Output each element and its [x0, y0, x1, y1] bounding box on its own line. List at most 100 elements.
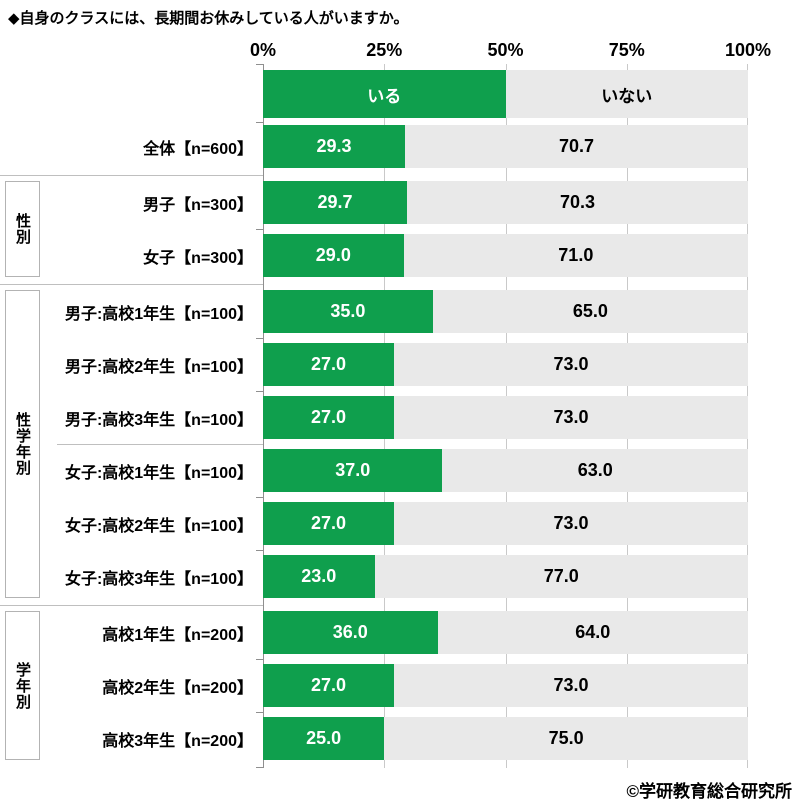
legend-no-segment: いない	[505, 70, 748, 118]
bar-segments: 36.0 64.0	[263, 611, 748, 654]
bar-yes-value: 29.7	[317, 192, 353, 212]
bar-yes-segment: 25.0	[263, 717, 385, 760]
bar-yes-value: 29.0	[315, 245, 351, 265]
bar-no-value: 75.0	[548, 728, 584, 748]
bar-no-value: 73.0	[553, 407, 589, 427]
bar-segments: 23.0 77.0	[263, 555, 748, 598]
category-axis-tick	[256, 550, 263, 551]
category-axis-tick	[256, 64, 263, 65]
bar-row: 男子:高校1年生【n=100】 35.0 65.0	[0, 290, 748, 333]
group-separator-line	[0, 284, 263, 285]
bar-segments: 29.0 71.0	[263, 234, 748, 277]
row-label: 全体【n=600】	[143, 140, 253, 158]
bar-row: 全体【n=600】 29.3 70.7	[0, 125, 748, 168]
bar-row: 女子:高校1年生【n=100】 37.0 63.0	[0, 449, 748, 492]
bar-no-segment: 71.0	[403, 234, 748, 277]
bar-yes-value: 37.0	[335, 460, 371, 480]
group-separator-line	[57, 444, 263, 445]
bar-no-segment: 73.0	[393, 396, 748, 439]
bar-no-segment: 70.7	[405, 125, 748, 168]
bar-no-value: 63.0	[577, 460, 613, 480]
bar-yes-segment: 27.0	[263, 396, 394, 439]
bar-segments: 27.0 73.0	[263, 502, 748, 545]
bar-no-value: 71.0	[558, 245, 594, 265]
bar-yes-segment: 35.0	[263, 290, 433, 333]
group-label-box: 学年別	[5, 611, 40, 760]
bar-segments: 27.0 73.0	[263, 664, 748, 707]
bar-row: 高校3年生【n=200】 25.0 75.0	[0, 717, 748, 760]
bar-segments: 25.0 75.0	[263, 717, 748, 760]
bar-yes-segment: 27.0	[263, 343, 394, 386]
group-separator-line	[0, 175, 263, 176]
bar-row: 女子:高校3年生【n=100】 23.0 77.0	[0, 555, 748, 598]
legend-yes-segment: いる	[263, 70, 506, 118]
bar-row: 女子【n=300】 29.0 71.0	[0, 234, 748, 277]
bar-no-value: 70.7	[559, 136, 595, 156]
row-label: 男子:高校2年生【n=100】	[64, 358, 253, 376]
group-label-box: 性別	[5, 181, 40, 277]
copyright-credit: ©学研教育総合研究所	[626, 782, 792, 801]
category-axis-tick	[256, 391, 263, 392]
category-axis-tick	[256, 767, 263, 768]
category-axis-tick	[256, 122, 263, 123]
legend-bar: いる いない	[0, 70, 748, 118]
row-label: 女子:高校3年生【n=100】	[64, 570, 253, 588]
category-axis-tick	[256, 659, 263, 660]
bar-segments: 37.0 63.0	[263, 449, 748, 492]
bar-yes-value: 36.0	[332, 622, 368, 642]
category-axis-tick	[256, 712, 263, 713]
bar-yes-value: 27.0	[310, 513, 346, 533]
row-label: 女子:高校1年生【n=100】	[64, 464, 253, 482]
x-axis-tick-25: 25%	[366, 40, 403, 60]
bar-yes-segment: 29.3	[263, 125, 406, 168]
bar-no-segment: 70.3	[407, 181, 748, 224]
legend-spacer	[0, 70, 263, 118]
bar-segments: 27.0 73.0	[263, 343, 748, 386]
bar-no-value: 65.0	[572, 301, 608, 321]
legend-segments: いる いない	[263, 70, 748, 118]
bar-no-value: 70.3	[559, 192, 596, 212]
bar-no-value: 73.0	[553, 354, 589, 374]
bar-row: 男子:高校2年生【n=100】 27.0 73.0	[0, 343, 748, 386]
bar-row: 高校1年生【n=200】 36.0 64.0	[0, 611, 748, 654]
bar-yes-value: 27.0	[310, 675, 346, 695]
group-label-box: 性学年別	[5, 290, 40, 598]
bar-yes-value: 29.3	[316, 136, 352, 156]
bar-yes-segment: 29.0	[263, 234, 404, 277]
bar-yes-segment: 27.0	[263, 502, 394, 545]
bar-no-segment: 77.0	[374, 555, 748, 598]
bar-row: 男子:高校3年生【n=100】 27.0 73.0	[0, 396, 748, 439]
row-label: 高校3年生【n=200】	[102, 732, 253, 750]
bar-no-value: 73.0	[553, 513, 589, 533]
bar-no-segment: 73.0	[393, 502, 748, 545]
bar-row: 高校2年生【n=200】 27.0 73.0	[0, 664, 748, 707]
bar-no-segment: 73.0	[393, 664, 748, 707]
bar-no-segment: 75.0	[384, 717, 748, 760]
x-axis-tick-75: 75%	[608, 40, 645, 60]
category-axis-tick	[256, 338, 263, 339]
row-label: 男子:高校3年生【n=100】	[64, 411, 253, 429]
row-label: 高校1年生【n=200】	[102, 626, 253, 644]
row-label: 女子【n=300】	[143, 249, 253, 267]
category-axis-tick	[256, 229, 263, 230]
bar-row: 男子【n=300】 29.7 70.3	[0, 181, 748, 224]
bar-segments: 35.0 65.0	[263, 290, 748, 333]
bar-row: 女子:高校2年生【n=100】 27.0 73.0	[0, 502, 748, 545]
bar-segments: 29.7 70.3	[263, 181, 748, 224]
x-axis-tick-50: 50%	[487, 40, 524, 60]
x-axis-tick-0: 0%	[249, 40, 277, 60]
legend-no-label: いない	[601, 86, 653, 106]
row-label: 女子:高校2年生【n=100】	[64, 517, 253, 535]
bar-yes-segment: 23.0	[263, 555, 375, 598]
bar-yes-value: 27.0	[310, 354, 346, 374]
bar-yes-value: 27.0	[310, 407, 346, 427]
bar-segments: 29.3 70.7	[263, 125, 748, 168]
bar-no-segment: 63.0	[442, 449, 748, 492]
bar-no-value: 64.0	[575, 622, 611, 642]
x-axis-tick-100: 100%	[724, 40, 772, 60]
bar-no-segment: 65.0	[432, 290, 748, 333]
bar-no-value: 73.0	[553, 675, 589, 695]
row-label: 高校2年生【n=200】	[102, 679, 253, 697]
row-label: 男子【n=300】	[143, 196, 253, 214]
legend-yes-label: いる	[367, 86, 402, 106]
